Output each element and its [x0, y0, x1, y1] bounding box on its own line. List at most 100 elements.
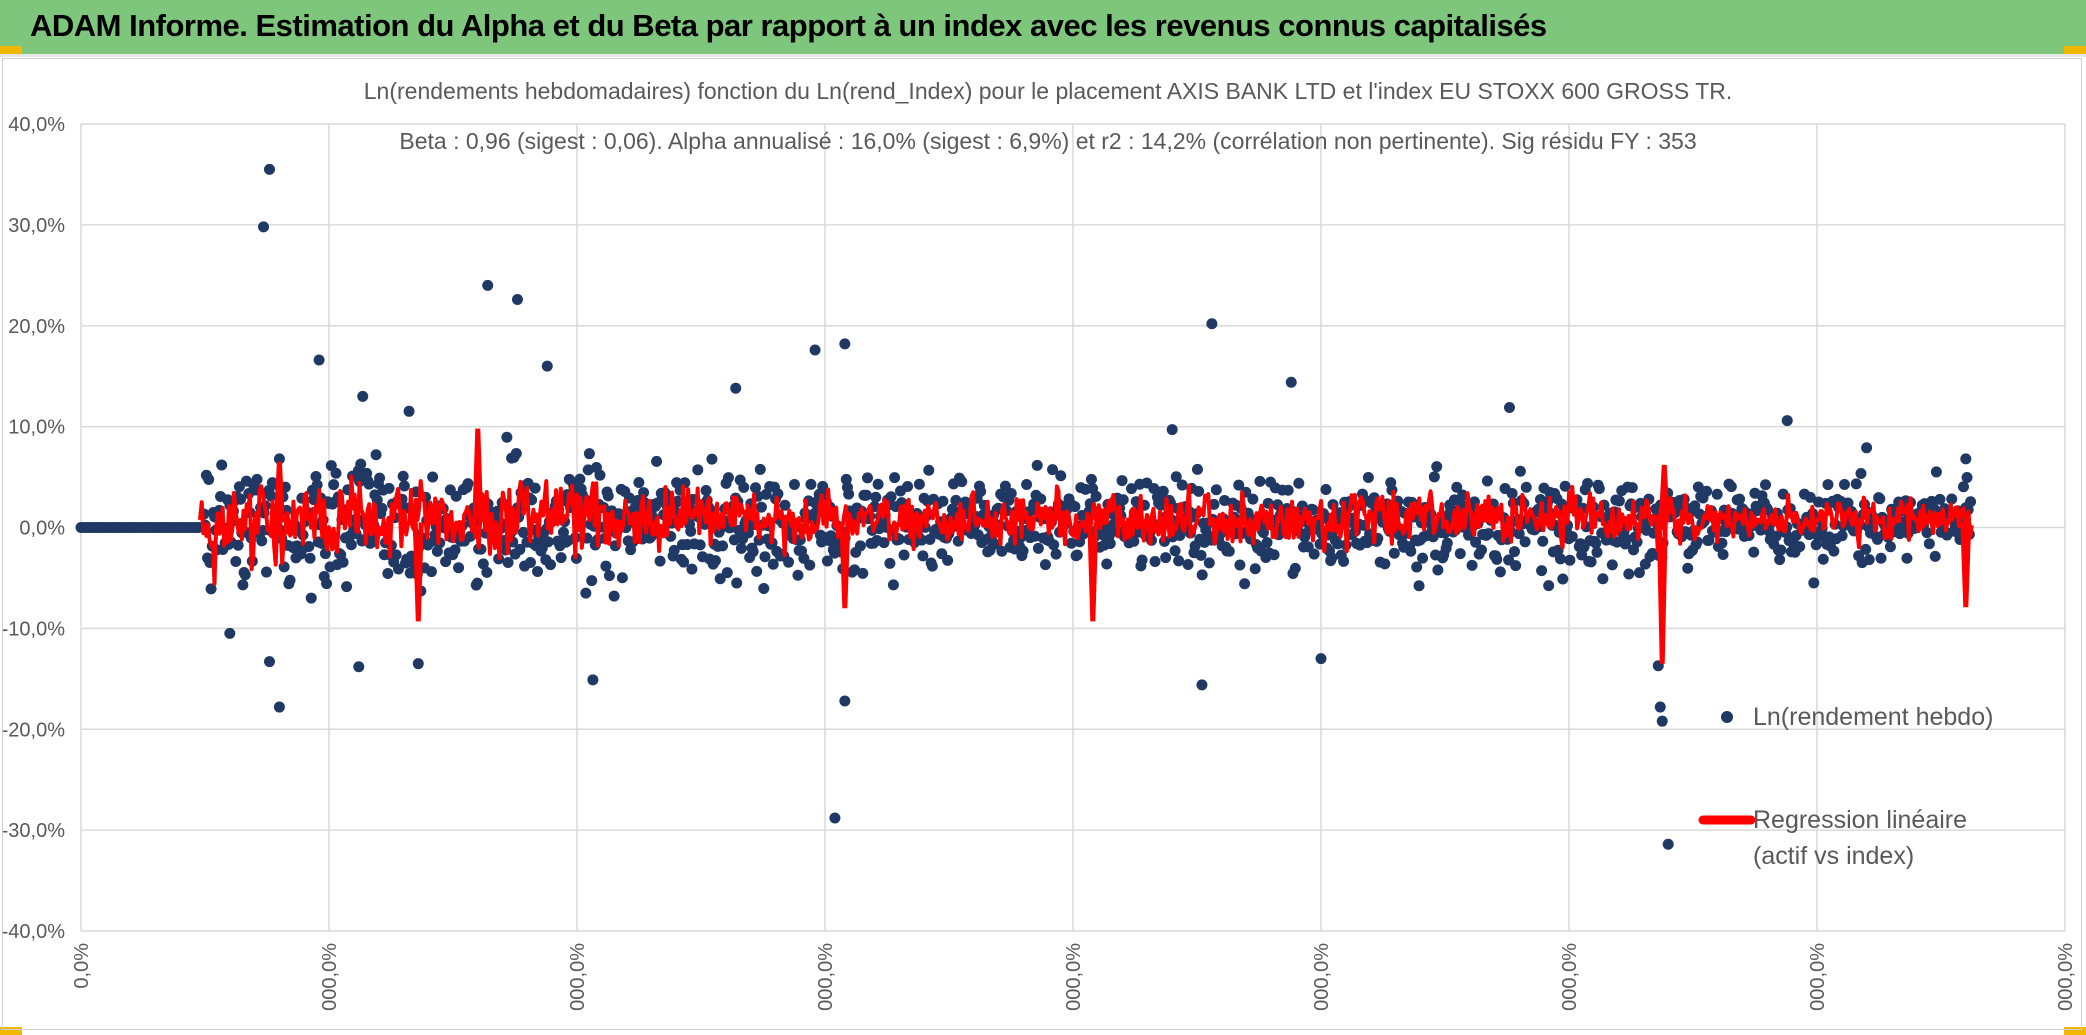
scatter-point: [767, 558, 779, 570]
y-tick-label: -30,0%: [3, 820, 65, 842]
y-tick-label: 40,0%: [8, 114, 65, 136]
x-tick-label: 000,0%: [567, 943, 589, 1011]
scatter-point: [1874, 493, 1886, 505]
scatter-point: [678, 556, 690, 568]
scatter-point: [1775, 544, 1787, 556]
scatter-point: [1289, 562, 1301, 574]
scatter-point: [1748, 546, 1760, 558]
scatter-point: [1508, 546, 1520, 558]
scatter-point: [1219, 494, 1231, 506]
scatter-point: [1128, 535, 1140, 547]
scatter-point: [1475, 544, 1487, 556]
scatter-point: [273, 701, 285, 713]
scatter-point: [1861, 442, 1873, 454]
scatter-point: [517, 526, 529, 538]
scatter-point: [203, 474, 215, 486]
scatter-point: [510, 447, 522, 459]
scatter-point: [862, 472, 874, 484]
scatter-point: [1513, 528, 1525, 540]
scatter-point: [1689, 500, 1701, 512]
scatter-point: [714, 573, 726, 585]
scatter-point: [1136, 554, 1148, 566]
scatter-point: [1875, 552, 1887, 564]
scatter-point: [594, 469, 606, 481]
scatter-point: [1085, 473, 1097, 485]
scatter-point: [1191, 463, 1203, 475]
scatter-point: [731, 577, 743, 589]
scatter-point: [779, 499, 791, 511]
scatter-point: [889, 472, 901, 484]
scatter-point: [1320, 483, 1332, 495]
y-axis-ticks: 40,0% 30,0% 20,0% 10,0% 0,0% -10,0% -20,0% -30,…: [3, 114, 65, 943]
scatter-point: [1116, 475, 1128, 487]
scatter-point: [1166, 424, 1178, 436]
chart-subtitle: Beta : 0,96 (sigest : 0,06). Alpha annua…: [399, 128, 1696, 154]
scatter-point: [1315, 653, 1327, 665]
scatter-point: [1411, 561, 1423, 573]
scatter-point: [363, 478, 375, 490]
scatter-point: [382, 568, 394, 580]
scatter-point: [849, 564, 861, 576]
regression-spike: [472, 428, 484, 523]
scatter-point: [1606, 559, 1618, 571]
scatter-point: [1958, 481, 1970, 493]
scatter-point: [1117, 494, 1129, 506]
scatter-point: [1249, 563, 1261, 575]
scatter-point: [1564, 554, 1576, 566]
scatter-point: [1466, 559, 1478, 571]
scatter-point: [425, 566, 437, 578]
scatter-point: [651, 455, 663, 467]
scatter-point: [1536, 565, 1548, 577]
report-title: ADAM Informe. Estimation du Alpha et du …: [30, 8, 1547, 43]
scatter-point: [1734, 493, 1746, 505]
scatter-point: [328, 479, 340, 491]
scatter-point: [357, 390, 369, 402]
scatter-point: [917, 550, 929, 562]
scatter-point: [1620, 533, 1632, 545]
scatter-point: [1254, 475, 1266, 487]
scatter-point: [557, 526, 569, 538]
scatter-point: [616, 572, 628, 584]
scatter-point: [449, 544, 461, 556]
scatter-point: [1362, 471, 1374, 483]
scatter-point: [1717, 548, 1729, 560]
scatter-point: [390, 549, 402, 561]
scatter-point: [1804, 491, 1816, 503]
scatter-point: [431, 545, 443, 557]
scatter-point: [1777, 488, 1789, 500]
scatter-point: [1860, 543, 1872, 555]
scatter-point: [1503, 401, 1515, 413]
corner-marker-top-right: [2064, 46, 2086, 54]
scatter-point: [1842, 497, 1854, 509]
scatter-point: [717, 540, 729, 552]
scatter-point: [1836, 530, 1848, 542]
scatter-point: [1554, 553, 1566, 565]
scatter-point: [481, 566, 493, 578]
legend-scatter-marker: [1721, 711, 1733, 723]
scatter-point: [1293, 477, 1305, 489]
scatter-point: [1491, 553, 1503, 565]
scatter-point: [1774, 554, 1786, 566]
scatter-point: [1481, 475, 1493, 487]
scatter-point: [1326, 552, 1338, 564]
scatter-point: [999, 480, 1011, 492]
scatter-point: [902, 480, 914, 492]
scatter-point: [1770, 530, 1782, 542]
scatter-point: [722, 472, 734, 484]
scatter-point: [541, 360, 553, 372]
scatter-point: [256, 535, 268, 547]
scatter-point: [1104, 537, 1116, 549]
scatter-point: [1470, 536, 1482, 548]
scatter-point: [1682, 562, 1694, 574]
scatter-point: [337, 556, 349, 568]
scatter-point: [313, 354, 325, 366]
y-tick-label: -10,0%: [3, 618, 65, 640]
regression-spike: [1656, 522, 1668, 664]
scatter-point: [1176, 479, 1188, 491]
scatter-point: [751, 565, 763, 577]
scatter-point: [1510, 560, 1522, 572]
scatter-point: [1268, 549, 1280, 561]
scatter-point: [330, 467, 342, 479]
scatter-point: [754, 463, 766, 475]
scatter-point: [1017, 545, 1029, 557]
